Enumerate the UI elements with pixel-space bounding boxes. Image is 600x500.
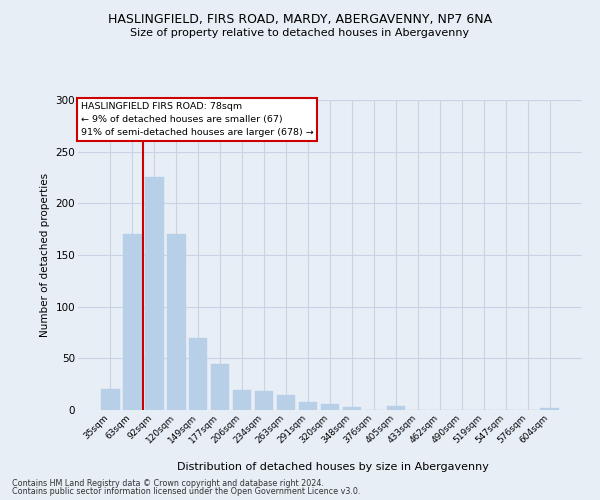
Bar <box>167 234 185 410</box>
Bar <box>123 234 142 410</box>
Bar <box>541 408 559 410</box>
Bar <box>145 178 164 410</box>
Bar <box>320 404 340 410</box>
Text: HASLINGFIELD FIRS ROAD: 78sqm
← 9% of detached houses are smaller (67)
91% of se: HASLINGFIELD FIRS ROAD: 78sqm ← 9% of de… <box>80 102 313 137</box>
Bar <box>233 390 251 410</box>
Text: Size of property relative to detached houses in Abergavenny: Size of property relative to detached ho… <box>130 28 470 38</box>
Bar <box>299 402 317 410</box>
Bar <box>101 390 119 410</box>
Bar <box>189 338 208 410</box>
Y-axis label: Number of detached properties: Number of detached properties <box>40 173 50 337</box>
Bar <box>343 407 361 410</box>
Bar <box>255 392 274 410</box>
Text: Contains HM Land Registry data © Crown copyright and database right 2024.: Contains HM Land Registry data © Crown c… <box>12 478 324 488</box>
Bar <box>386 406 405 410</box>
Text: HASLINGFIELD, FIRS ROAD, MARDY, ABERGAVENNY, NP7 6NA: HASLINGFIELD, FIRS ROAD, MARDY, ABERGAVE… <box>108 12 492 26</box>
Text: Distribution of detached houses by size in Abergavenny: Distribution of detached houses by size … <box>177 462 489 472</box>
Bar <box>211 364 229 410</box>
Text: Contains public sector information licensed under the Open Government Licence v3: Contains public sector information licen… <box>12 487 361 496</box>
Bar <box>277 394 295 410</box>
